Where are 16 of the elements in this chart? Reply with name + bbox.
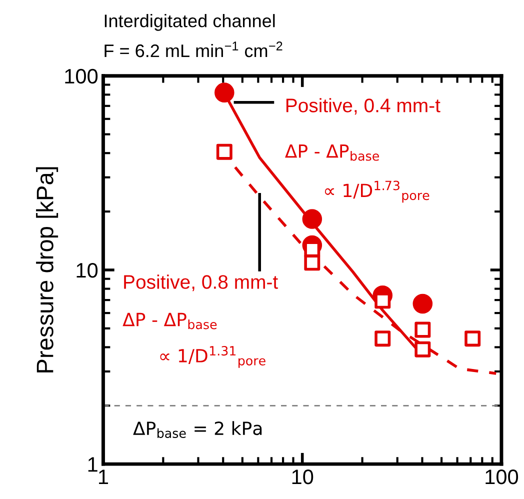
annotation: ΔP$_{base}$ = 2 kPa <box>133 421 262 438</box>
y-tick-label: 1 <box>88 457 98 472</box>
text: Positive, 0.4 mm-t <box>286 98 440 115</box>
x-tick-label: 100 <box>486 469 518 484</box>
x-tick-label: 10 <box>292 469 314 484</box>
annotation: ΔP - ΔP$_{base}$ <box>285 144 379 161</box>
annotation: ∝ 1/D$^{1.31}$$_{pore}$ <box>160 346 266 368</box>
y-axis-title: Pressure drop [kPa] <box>36 167 58 372</box>
y-tick-label: 10 <box>76 262 98 278</box>
annotation: ΔP - ΔP$_{base}$ <box>122 312 217 330</box>
y-tick-label: 100 <box>65 68 98 84</box>
x-tick-label: 1 <box>99 470 108 484</box>
annotation: ∝ 1/D$^{1.73}$$_{pore}$ <box>324 180 430 203</box>
series-label: Positive, 0.8 mm-t <box>124 274 278 292</box>
chart-title: Interdigitated channel <box>104 14 275 31</box>
chart-subtitle: F = 6.2 mL min$^{−1}$ cm$^{−2}$ <box>104 42 282 58</box>
